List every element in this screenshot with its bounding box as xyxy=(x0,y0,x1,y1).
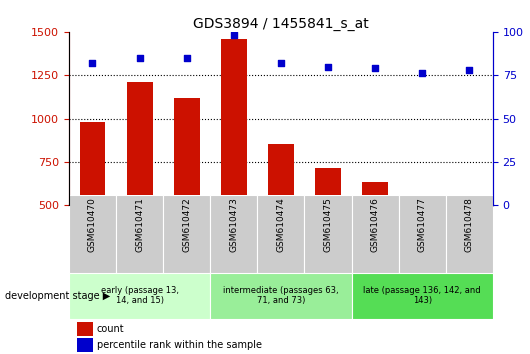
Bar xyxy=(210,273,351,319)
Text: intermediate (passages 63,
71, and 73): intermediate (passages 63, 71, and 73) xyxy=(223,286,339,305)
Bar xyxy=(221,39,247,292)
Text: GSM610476: GSM610476 xyxy=(370,197,379,252)
Bar xyxy=(351,195,399,273)
Text: GSM610473: GSM610473 xyxy=(229,197,239,252)
Bar xyxy=(362,182,388,292)
Text: percentile rank within the sample: percentile rank within the sample xyxy=(97,340,262,350)
Point xyxy=(135,55,144,61)
Bar xyxy=(315,167,341,292)
Text: development stage ▶: development stage ▶ xyxy=(5,291,111,301)
Text: early (passage 13,
14, and 15): early (passage 13, 14, and 15) xyxy=(101,286,179,305)
Text: GSM610475: GSM610475 xyxy=(323,197,332,252)
Text: GSM610478: GSM610478 xyxy=(465,197,474,252)
Bar xyxy=(446,195,493,273)
Text: GSM610477: GSM610477 xyxy=(418,197,427,252)
Bar xyxy=(77,322,93,336)
Text: GSM610474: GSM610474 xyxy=(277,197,285,252)
Bar xyxy=(351,273,493,319)
Bar xyxy=(127,82,153,292)
Bar xyxy=(409,204,435,292)
Point xyxy=(229,33,238,38)
Title: GDS3894 / 1455841_s_at: GDS3894 / 1455841_s_at xyxy=(193,17,369,31)
Text: count: count xyxy=(97,324,125,334)
Text: late (passage 136, 142, and
143): late (passage 136, 142, and 143) xyxy=(364,286,481,305)
Bar xyxy=(304,195,351,273)
Bar xyxy=(399,195,446,273)
Bar xyxy=(210,195,258,273)
Bar xyxy=(77,338,93,352)
Bar xyxy=(116,195,163,273)
Point xyxy=(277,60,285,66)
Bar xyxy=(268,144,294,292)
Bar xyxy=(80,122,105,292)
Text: GSM610472: GSM610472 xyxy=(182,197,191,252)
Bar xyxy=(456,198,482,292)
Text: GSM610471: GSM610471 xyxy=(135,197,144,252)
Point xyxy=(88,60,96,66)
Point xyxy=(465,67,474,73)
Bar xyxy=(69,195,116,273)
Point xyxy=(324,64,332,69)
Point xyxy=(371,65,379,71)
Bar xyxy=(69,273,210,319)
Bar xyxy=(258,195,304,273)
Bar xyxy=(163,195,210,273)
Text: GSM610470: GSM610470 xyxy=(88,197,97,252)
Point xyxy=(418,71,427,76)
Point xyxy=(182,55,191,61)
Bar xyxy=(174,98,200,292)
